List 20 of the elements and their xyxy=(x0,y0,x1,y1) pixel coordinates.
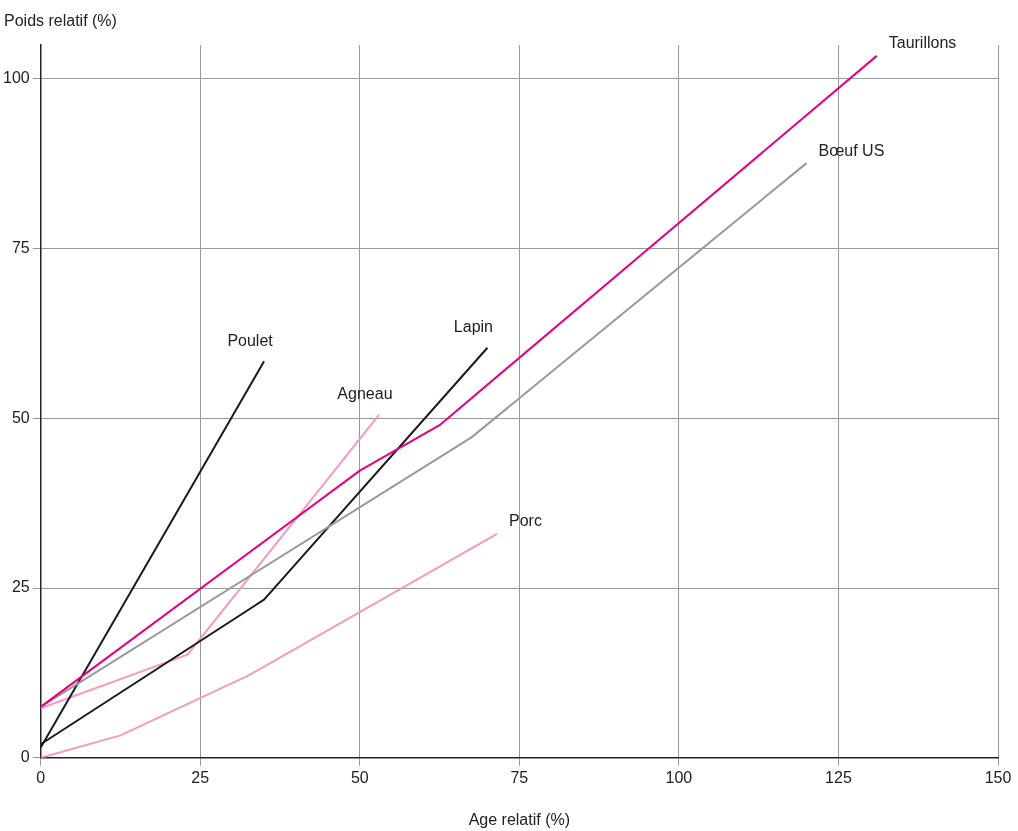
series-label: Taurillons xyxy=(888,34,957,52)
y-tick-label: 25 xyxy=(11,578,30,596)
series-label: Lapin xyxy=(453,318,494,336)
series-label: Poulet xyxy=(227,331,274,349)
y-tick-label: 0 xyxy=(20,748,30,766)
series-label: Bœuf US xyxy=(818,141,885,159)
x-tick-label: 50 xyxy=(350,768,369,786)
x-tick-label: 0 xyxy=(36,768,46,786)
y-tick-label: 75 xyxy=(11,239,30,257)
x-tick-label: 75 xyxy=(510,768,529,786)
y-axis-title: Poids relatif (%) xyxy=(4,12,117,30)
y-tick-label: 50 xyxy=(11,408,30,426)
series-label: Agneau xyxy=(337,385,393,403)
x-tick-label: 100 xyxy=(665,768,693,786)
x-axis-title: Age relatif (%) xyxy=(468,811,571,829)
x-tick-label: 125 xyxy=(825,768,852,786)
x-tick-label: 150 xyxy=(984,768,1012,786)
x-tick-label: 25 xyxy=(191,768,210,786)
series-label: Porc xyxy=(509,512,542,530)
y-tick-label: 100 xyxy=(2,69,30,87)
